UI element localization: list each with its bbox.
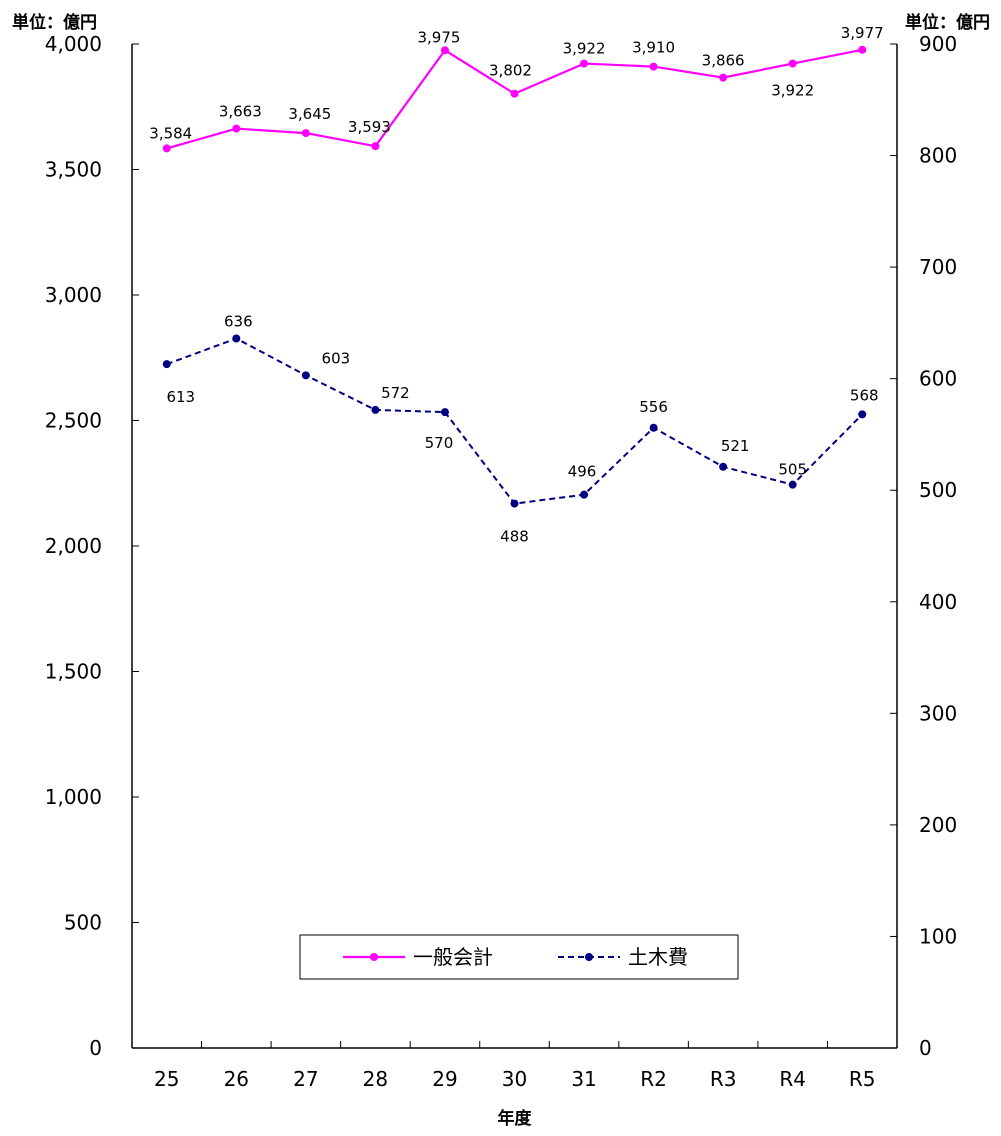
- left-y-tick-label: 500: [64, 911, 102, 935]
- series-0-data-label: 3,922: [563, 40, 606, 58]
- series-1-data-label: 521: [721, 437, 750, 455]
- series-0-point: [371, 142, 380, 151]
- series-1-point: [510, 499, 519, 508]
- x-tick-label: 30: [502, 1067, 527, 1091]
- left-y-tick-label: 1,500: [45, 660, 102, 684]
- series-0-data-label: 3,802: [489, 62, 532, 80]
- right-y-tick-label: 600: [919, 367, 957, 391]
- series-1-point: [649, 423, 658, 432]
- series-0-point: [719, 73, 728, 82]
- series-0-point: [440, 46, 449, 55]
- series-1-data-label: 488: [500, 528, 529, 546]
- series-1-data-label: 603: [322, 349, 351, 367]
- series-0-point: [301, 129, 310, 138]
- series-1-point: [580, 490, 589, 499]
- series-0-point: [510, 89, 519, 98]
- series-0-point: [580, 59, 589, 68]
- left-y-tick-label: 4,000: [45, 32, 102, 56]
- left-y-unit-label: 単位：億円: [12, 12, 97, 33]
- right-y-tick-label: 400: [919, 590, 957, 614]
- left-y-tick-label: 3,500: [45, 158, 102, 182]
- series-0-data-label: 3,584: [149, 124, 192, 142]
- x-axis-title: 年度: [498, 1108, 533, 1129]
- series-0-point: [788, 59, 797, 68]
- x-tick-label: R5: [849, 1067, 876, 1091]
- right-y-tick-label: 0: [919, 1036, 932, 1060]
- right-y-tick-label: 800: [919, 144, 957, 168]
- legend-marker-1: [585, 953, 593, 961]
- left-y-tick-label: 0: [89, 1036, 102, 1060]
- x-tick-label: R2: [640, 1067, 667, 1091]
- x-tick-label: R3: [710, 1067, 737, 1091]
- series-1-data-label: 572: [381, 384, 410, 402]
- series-line-1: [166, 337, 863, 505]
- legend-marker-0: [370, 953, 378, 961]
- series-1-data-label: 568: [850, 386, 879, 404]
- x-tick-label: 27: [293, 1067, 318, 1091]
- axes: 0 500 1,000 1,500 2,000 2,500 3,000 3,500 4,000 0…: [12, 12, 990, 1129]
- series-1-data-label: 636: [224, 313, 253, 331]
- series-0-data-label: 3,593: [348, 118, 391, 136]
- series-0-data-label: 3,910: [632, 39, 675, 57]
- left-y-tick-label: 2,500: [45, 409, 102, 433]
- series-1-point: [371, 405, 380, 414]
- legend-label-0: 一般会計: [413, 945, 493, 969]
- right-y-unit-label: 単位：億円: [905, 12, 990, 33]
- series-1-data-label: 556: [639, 398, 668, 416]
- series-1-point: [301, 371, 310, 380]
- right-y-tick-label: 900: [919, 32, 957, 56]
- legend-label-1: 土木費: [628, 945, 688, 969]
- legend: 一般会計 土木費: [299, 934, 739, 980]
- series-1-point: [440, 408, 449, 417]
- x-tick-label: 29: [432, 1067, 457, 1091]
- left-y-tick-label: 1,000: [45, 785, 102, 809]
- series-0-data-label: 3,663: [219, 103, 262, 121]
- left-y-tick-label: 3,000: [45, 283, 102, 307]
- x-tick-label: 31: [571, 1067, 596, 1091]
- series-0-point: [858, 45, 867, 54]
- series-0-point: [162, 144, 171, 153]
- right-y-tick-label: 300: [919, 701, 957, 725]
- right-y-tick-label: 500: [919, 478, 957, 502]
- series-1-point: [788, 480, 797, 489]
- series-1-data-label: 496: [568, 463, 597, 481]
- right-y-tick-label: 700: [919, 255, 957, 279]
- x-tick-label: 28: [363, 1067, 388, 1091]
- left-y-tick-label: 2,000: [45, 534, 102, 558]
- series-0-data-label: 3,866: [702, 52, 745, 70]
- series-1-data-label: 505: [778, 461, 807, 479]
- series-0-data-label: 3,975: [417, 28, 460, 46]
- series-0-point: [649, 62, 658, 71]
- series-0-data-label: 3,645: [288, 105, 331, 123]
- series-0-data-label: 3,922: [771, 82, 814, 100]
- series-1-point: [232, 334, 241, 343]
- x-tick-label: R4: [779, 1067, 806, 1091]
- x-tick-label: 26: [224, 1067, 249, 1091]
- series-1-point: [162, 360, 171, 369]
- series-0-data-label: 3,977: [841, 24, 884, 42]
- data-labels: 3,584 3,663 3,645 3,593 3,975 3,802 3,922 3,910…: [149, 24, 883, 546]
- right-y-tick-label: 100: [919, 924, 957, 948]
- series-1-point: [719, 462, 728, 471]
- right-y-tick-label: 200: [919, 813, 957, 837]
- series-0-point: [232, 124, 241, 133]
- series-1-data-label: 613: [166, 388, 195, 406]
- series-1-point: [858, 410, 867, 419]
- x-tick-label: 25: [154, 1067, 179, 1091]
- series-1-data-label: 570: [425, 434, 454, 452]
- series-layer: [162, 45, 867, 508]
